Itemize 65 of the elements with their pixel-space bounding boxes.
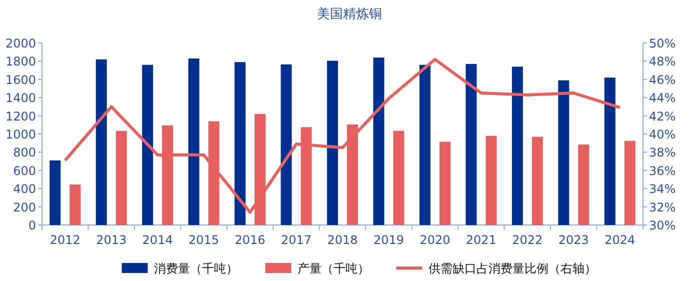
x-tick-label: 2019 (373, 233, 404, 247)
bar (486, 136, 497, 225)
y2-tick-label: 46% (649, 72, 676, 87)
x-tick-label: 2013 (96, 233, 127, 247)
y-tick-label: 1000 (5, 128, 36, 142)
legend-label: 供需缺口占消费量比例（右轴） (428, 262, 596, 276)
legend-label: 产量（千吨） (297, 262, 370, 276)
x-tick-label: 2022 (512, 233, 543, 247)
y-tick-label: 1400 (5, 91, 36, 106)
bar (142, 64, 154, 225)
x-tick-label: 2023 (558, 233, 589, 247)
y-tick-label: 0 (28, 218, 36, 232)
x-tick-label: 2016 (234, 233, 266, 247)
y2-tick-label: 48% (649, 54, 676, 69)
y2-tick-label: 44% (649, 91, 676, 106)
y-tick-label: 800 (13, 146, 36, 160)
bar (327, 60, 338, 225)
bar (234, 62, 246, 225)
bar (208, 121, 220, 225)
bar (96, 59, 107, 225)
bar (373, 58, 384, 225)
x-tick-label: 2021 (466, 233, 496, 247)
y2-tick-label: 32% (649, 200, 676, 214)
bar (50, 160, 61, 225)
bar (300, 127, 312, 225)
y2-tick-label: 30% (649, 218, 676, 232)
bar (604, 78, 616, 225)
bar (116, 130, 127, 225)
bar (532, 136, 543, 225)
bar (280, 64, 292, 225)
bar (624, 140, 636, 225)
y2-tick-label: 42% (649, 109, 676, 124)
chart-title: 美国精炼铜 (317, 6, 382, 22)
x-tick-label: 2020 (420, 233, 450, 247)
x-tick-label: 2017 (280, 233, 312, 247)
bar (439, 142, 450, 225)
y2-tick-label: 36% (649, 164, 676, 178)
x-tick-label: 2012 (50, 233, 80, 247)
y-tick-label: 600 (13, 164, 36, 178)
bar (254, 114, 266, 225)
y2-tick-label: 50% (649, 36, 676, 50)
y-tick-label: 1200 (5, 109, 36, 124)
bar (393, 130, 404, 225)
bar (188, 58, 200, 225)
bar (512, 66, 523, 225)
bar (578, 144, 590, 225)
bar (162, 125, 174, 225)
y-tick-label: 400 (13, 182, 36, 196)
y-tick-label: 1600 (5, 72, 36, 87)
x-tick-label: 2018 (327, 233, 358, 247)
bar (466, 64, 477, 225)
legend-label: 消费量（千吨） (154, 262, 238, 276)
y-tick-label: 200 (13, 200, 36, 214)
bar (70, 184, 81, 225)
x-tick-label: 2024 (604, 233, 636, 247)
bar (419, 64, 430, 225)
x-tick-label: 2015 (188, 233, 220, 247)
bar (347, 124, 358, 225)
y-tick-label: 1800 (5, 54, 36, 69)
y2-tick-label: 38% (649, 146, 676, 160)
y2-tick-label: 40% (649, 128, 676, 142)
y-tick-label: 2000 (5, 36, 36, 50)
bar (558, 80, 570, 225)
y2-tick-label: 34% (649, 182, 676, 196)
x-tick-label: 2014 (142, 233, 173, 247)
